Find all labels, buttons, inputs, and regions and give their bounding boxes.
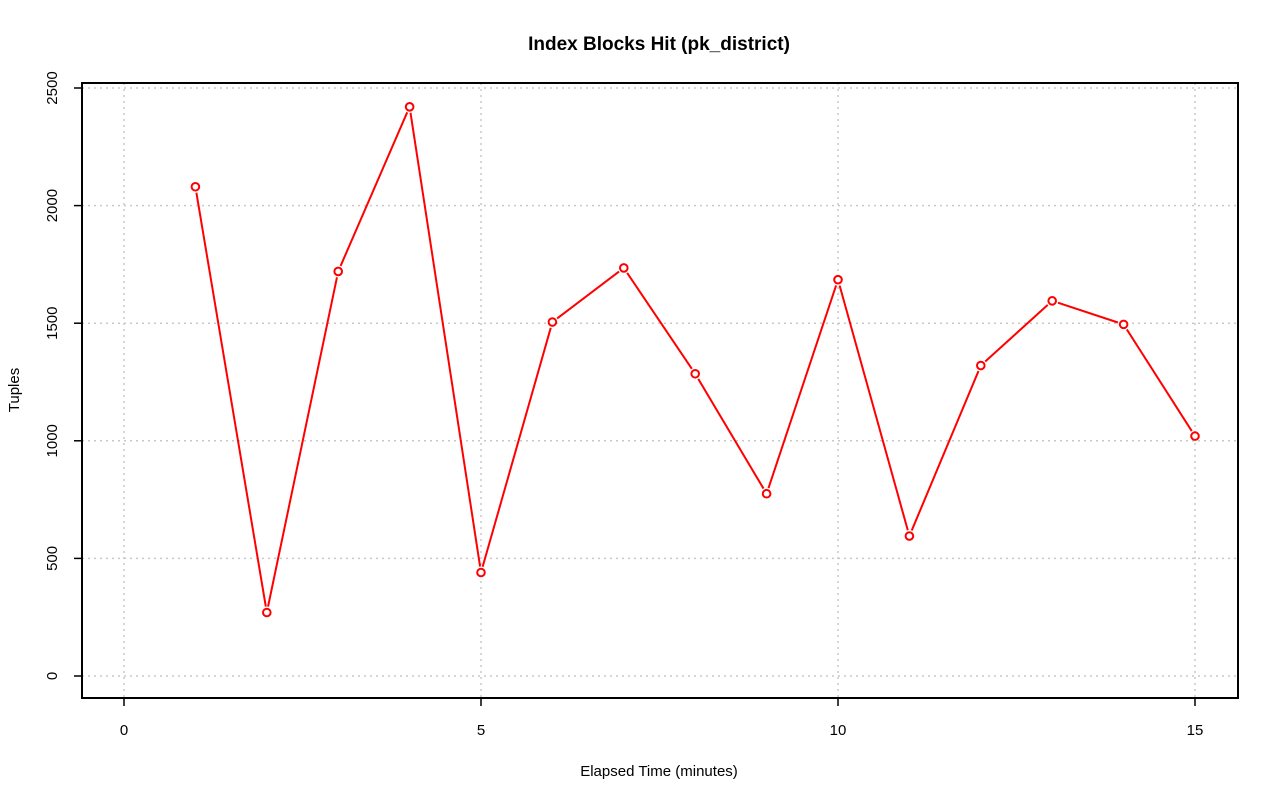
- x-tick-label: 0: [120, 722, 128, 739]
- plot-frame: [81, 82, 1239, 699]
- series-line-segment: [1057, 301, 1119, 324]
- x-tick-label: 10: [830, 722, 847, 739]
- data-point: [547, 317, 558, 327]
- data-point: [262, 607, 272, 618]
- series-line-segment: [984, 304, 1049, 363]
- series-line-segment: [767, 285, 838, 489]
- y-tick-label: 2000: [44, 189, 61, 222]
- series-line-segment: [626, 272, 693, 370]
- x-tick-label: 5: [477, 722, 485, 739]
- series-line-segment: [838, 285, 909, 531]
- data-point: [404, 102, 415, 112]
- series-layer: [190, 102, 1200, 618]
- data-point: [619, 263, 629, 273]
- data-point: [1047, 296, 1057, 306]
- y-tick-label: 1500: [44, 307, 61, 340]
- data-point: [333, 266, 344, 277]
- y-tick-label: 2500: [44, 71, 61, 104]
- x-tick-label: 15: [1187, 722, 1204, 739]
- x-axis: 0 5 10 15: [120, 698, 1204, 739]
- grid: [82, 83, 1238, 698]
- data-point: [1190, 431, 1200, 441]
- data-point: [904, 531, 915, 541]
- data-point: [476, 567, 486, 578]
- y-axis-label: Tuples: [6, 368, 23, 412]
- data-point: [690, 368, 701, 379]
- series-line-segment: [339, 111, 409, 267]
- y-tick-label: 500: [44, 546, 61, 571]
- series-line-segment: [1125, 328, 1193, 432]
- x-axis-label: Elapsed Time (minutes): [580, 763, 738, 780]
- series-line-segment: [409, 112, 482, 567]
- series-line-segment: [910, 370, 980, 531]
- data-point: [190, 181, 201, 192]
- chart-title: Index Blocks Hit (pk_district): [528, 34, 790, 55]
- y-tick-label: 1000: [44, 424, 61, 457]
- series-line-segment: [481, 327, 552, 568]
- data-point: [1118, 319, 1129, 330]
- data-point: [833, 274, 843, 285]
- data-point: [761, 488, 772, 499]
- series-line-segment: [556, 270, 620, 320]
- y-axis: 0 500 1000 1500 2000 2500: [44, 71, 82, 680]
- series-line-segment: [195, 192, 267, 607]
- series-line-segment: [697, 378, 765, 490]
- series-line-segment: [267, 277, 338, 607]
- y-tick-label: 0: [44, 672, 61, 680]
- data-point: [976, 360, 986, 371]
